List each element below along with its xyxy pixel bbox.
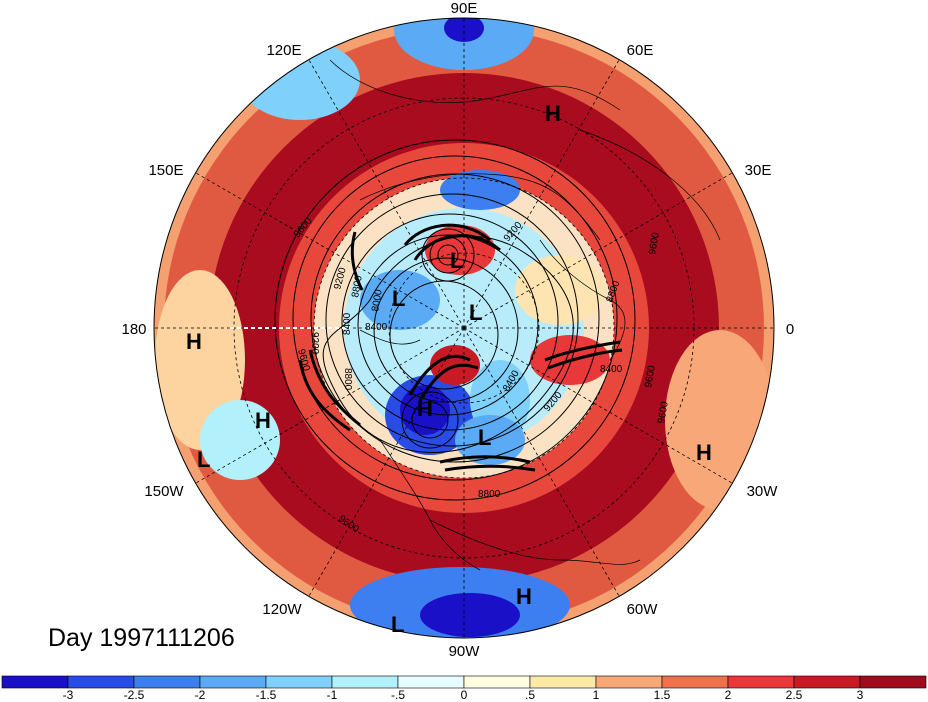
lon-label-0: 0 — [786, 321, 794, 338]
high-center-label: H — [545, 101, 561, 126]
contour-label: 8000 — [370, 288, 385, 312]
lon-label-120w: 120W — [262, 601, 302, 618]
colorbar-swatch — [727, 675, 795, 689]
map-boundary — [153, 17, 775, 639]
colorbar-tick-label: -.5 — [391, 688, 405, 702]
lon-label-90e: 90E — [451, 0, 478, 17]
colorbar: -3 -2.5 -2 -1.5 -1 -.5 0 .5 1 1.5 2 2.5 3 — [1, 675, 927, 702]
lon-label-60w: 60W — [627, 601, 659, 618]
anomaly-field — [154, 18, 774, 638]
colorbar-tick-label: -2.5 — [124, 688, 145, 702]
colorbar-tick-label: 0 — [461, 688, 468, 702]
lon-label-30w: 30W — [747, 483, 779, 500]
high-center-label: H — [255, 408, 271, 433]
lon-label-180: 180 — [121, 321, 146, 338]
longitude-labels: 90E 60E 30E 0 30W 60W 90W 120W 150W 180 … — [121, 0, 794, 660]
high-center-label: H — [417, 396, 433, 421]
contour-label: 8800 — [350, 274, 365, 298]
colorbar-swatch — [463, 675, 531, 689]
contour-label: 8400 — [342, 312, 353, 335]
colorbar-swatch — [397, 675, 465, 689]
contour-label: 9200 — [309, 332, 320, 355]
lon-label-150w: 150W — [144, 483, 184, 500]
colorbar-swatch — [133, 675, 201, 689]
coastlines — [329, 59, 721, 571]
low-center-label: L — [392, 286, 405, 311]
colorbar-tick-label: -1 — [327, 688, 338, 702]
colorbar-tick-label: 1.5 — [654, 688, 671, 702]
contour-label: 8400 — [600, 364, 623, 375]
colorbar-tick-label: 2 — [725, 688, 732, 702]
colorbar-swatch — [67, 675, 135, 689]
colorbar-tick-label: 2.5 — [786, 688, 803, 702]
low-center-label: L — [450, 248, 463, 273]
colorbar-tick-label: -2 — [195, 688, 206, 702]
contour-label: 9600 — [647, 231, 662, 255]
colorbar-tick-label: .5 — [525, 688, 535, 702]
contour-label: 8800 — [342, 368, 353, 391]
low-center-label: L — [478, 425, 491, 450]
low-center-label: L — [469, 300, 482, 325]
lon-label-120e: 120E — [266, 42, 301, 59]
contour-label: 9600 — [656, 400, 671, 424]
colorbar-swatch — [859, 675, 927, 689]
low-center-label: L — [391, 612, 404, 637]
pressure-centers: H L L L H H L H L H H L — [186, 101, 712, 637]
colorbar-tick-label: 1 — [593, 688, 600, 702]
high-center-label: H — [516, 584, 532, 609]
lon-label-60e: 60E — [627, 42, 654, 59]
colorbar-swatch — [1, 675, 69, 689]
contour-label: 9600 — [643, 364, 658, 388]
contour-label: 8800 — [478, 489, 501, 500]
high-center-label: H — [186, 329, 202, 354]
lon-label-150e: 150E — [148, 162, 183, 179]
contour-label: 8400 — [365, 322, 388, 333]
lon-label-90w: 90W — [449, 643, 481, 660]
colorbar-swatch — [529, 675, 597, 689]
map-title: Day 1997111206 — [48, 624, 235, 652]
colorbar-swatch — [595, 675, 663, 689]
lon-label-30e: 30E — [745, 162, 772, 179]
colorbar-tick-label: -1.5 — [256, 688, 277, 702]
colorbar-swatch — [199, 675, 267, 689]
colorbar-swatch — [331, 675, 399, 689]
colorbar-swatch — [265, 675, 333, 689]
jet-features — [298, 223, 623, 472]
colorbar-swatch — [661, 675, 729, 689]
low-center-label: L — [197, 447, 210, 472]
high-center-label: H — [696, 440, 712, 465]
colorbar-tick-label: 3 — [857, 688, 864, 702]
colorbar-tick-label: -3 — [63, 688, 74, 702]
colorbar-swatch — [793, 675, 861, 689]
